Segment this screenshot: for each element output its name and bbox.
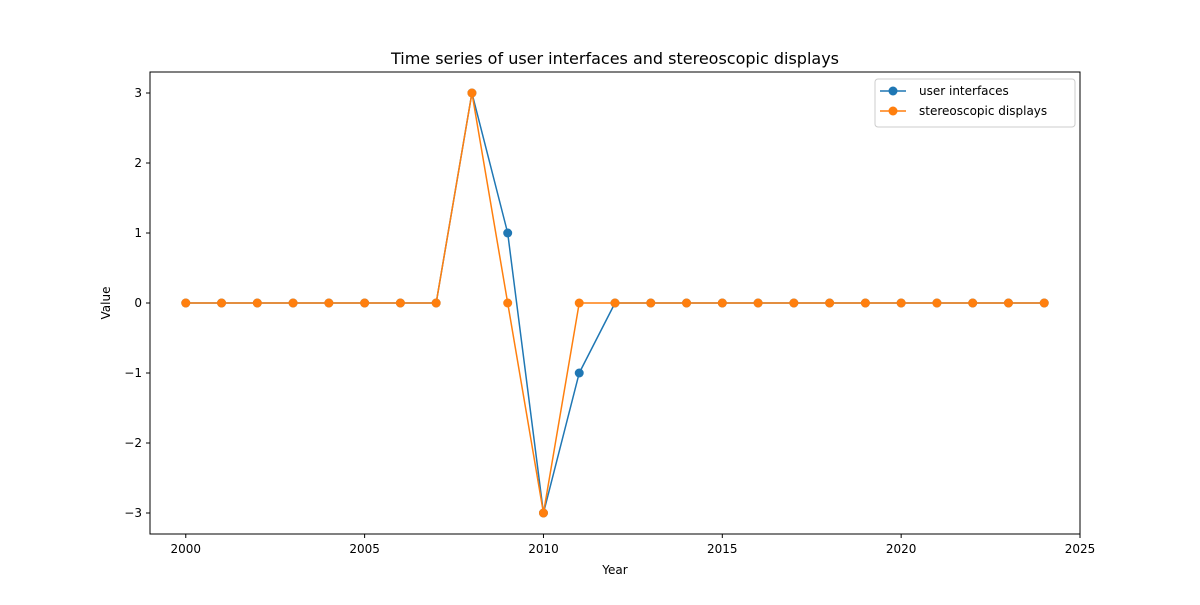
- data-point-user-interfaces: [574, 368, 584, 378]
- y-axis: −3 −2 −1 0 1 2 3: [124, 86, 150, 520]
- y-axis-label: Value: [99, 287, 113, 320]
- data-point-stereoscopic-displays: [932, 298, 942, 308]
- legend-box: [874, 78, 1076, 128]
- data-point-stereoscopic-displays: [467, 88, 477, 98]
- data-point-user-interfaces: [503, 228, 513, 238]
- x-tick-label: 2000: [170, 542, 201, 556]
- legend-label-user-interfaces: user interfaces: [919, 84, 1009, 98]
- y-tick-label: −1: [124, 366, 142, 380]
- x-tick-label: 2025: [1065, 542, 1096, 556]
- data-point-stereoscopic-displays: [825, 298, 835, 308]
- x-tick-label: 2005: [349, 542, 380, 556]
- data-point-stereoscopic-displays: [574, 298, 584, 308]
- legend-marker-user-interfaces: [888, 86, 898, 96]
- y-tick-label: 1: [134, 226, 142, 240]
- data-point-stereoscopic-displays: [968, 298, 978, 308]
- data-point-stereoscopic-displays: [860, 298, 870, 308]
- data-point-stereoscopic-displays: [217, 298, 227, 308]
- data-point-stereoscopic-displays: [610, 298, 620, 308]
- x-tick-label: 2015: [707, 542, 738, 556]
- legend-marker-stereoscopic-displays: [888, 106, 898, 116]
- x-axis: 2000 2005 2010 2015 2020 2025: [170, 534, 1095, 556]
- x-tick-label: 2020: [886, 542, 917, 556]
- data-point-stereoscopic-displays: [789, 298, 799, 308]
- data-point-stereoscopic-displays: [1039, 298, 1049, 308]
- legend: user interfaces stereoscopic displays: [874, 78, 1076, 128]
- y-tick-label: −3: [124, 506, 142, 520]
- legend-label-stereoscopic-displays: stereoscopic displays: [919, 104, 1047, 118]
- data-point-stereoscopic-displays: [646, 298, 656, 308]
- y-tick-label: 3: [134, 86, 142, 100]
- plot-area: [181, 88, 1049, 518]
- data-point-stereoscopic-displays: [360, 298, 370, 308]
- data-point-stereoscopic-displays: [717, 298, 727, 308]
- data-point-stereoscopic-displays: [252, 298, 262, 308]
- x-tick-label: 2010: [528, 542, 559, 556]
- data-point-stereoscopic-displays: [395, 298, 405, 308]
- y-tick-label: 2: [134, 156, 142, 170]
- y-tick-label: −2: [124, 436, 142, 450]
- data-point-stereoscopic-displays: [682, 298, 692, 308]
- data-point-stereoscopic-displays: [431, 298, 441, 308]
- x-axis-label: Year: [601, 563, 627, 577]
- y-tick-label: 0: [134, 296, 142, 310]
- data-point-stereoscopic-displays: [538, 508, 548, 518]
- data-point-stereoscopic-displays: [753, 298, 763, 308]
- data-point-stereoscopic-displays: [1003, 298, 1013, 308]
- data-point-stereoscopic-displays: [288, 298, 298, 308]
- data-point-stereoscopic-displays: [181, 298, 191, 308]
- chart-title: Time series of user interfaces and stere…: [390, 49, 839, 68]
- data-point-stereoscopic-displays: [896, 298, 906, 308]
- data-point-stereoscopic-displays: [324, 298, 334, 308]
- data-point-stereoscopic-displays: [503, 298, 513, 308]
